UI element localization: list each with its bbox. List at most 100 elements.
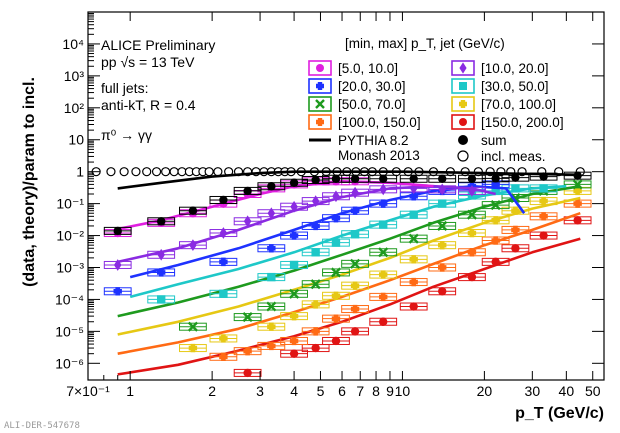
legend-swatch-box [451, 96, 475, 112]
data-point [350, 327, 360, 336]
legend-swatch-box [451, 60, 475, 76]
energy-label: pp √s = 13 TeV [101, 54, 195, 70]
data-point [289, 349, 299, 358]
y-tick-label: 1 [76, 164, 84, 180]
y-tick-label: 10⁻⁴ [55, 291, 84, 307]
legend-model-label-2: Monash 2013 [338, 148, 420, 163]
data-point [379, 174, 388, 183]
data-point [311, 327, 320, 336]
x-tick-label: 8 [372, 383, 380, 399]
x-tick-label: 50 [585, 383, 601, 399]
y-axis-title: (data, theory)/param to incl. [21, 77, 38, 287]
data-point [438, 183, 446, 196]
data-point [187, 321, 198, 332]
data-point [490, 200, 501, 211]
data-point [458, 135, 468, 145]
data-point [350, 258, 361, 269]
data-point [156, 217, 166, 226]
data-point [289, 336, 299, 346]
data-point [510, 192, 521, 204]
data-point [438, 199, 447, 208]
data-point [409, 255, 418, 264]
data-point [151, 167, 162, 177]
data-point [316, 118, 324, 127]
data-point [169, 167, 179, 177]
data-point [468, 185, 476, 197]
data-point [188, 206, 198, 215]
series-layer [91, 167, 592, 378]
legend-swatch-box [308, 96, 332, 112]
y-tick-label: 10³ [64, 68, 85, 84]
legend-label: sum [481, 133, 507, 148]
data-point [467, 248, 477, 257]
data-point [408, 233, 419, 244]
data-point [438, 174, 447, 183]
data-point [213, 167, 223, 177]
data-point [219, 352, 228, 361]
data-point [409, 210, 418, 219]
data-point [573, 199, 582, 208]
axes-layer: 7×10⁻¹ 1 2 3 4 5 6 7 8 9 10 20 30 40 5010⁻⁶10⁻⁵10⁻⁴10⁻… [55, 12, 604, 399]
data-point [379, 270, 388, 279]
legend-swatch-box [451, 114, 475, 130]
jets-label-2: anti-kT, R = 0.4 [101, 97, 196, 113]
series-7 [117, 216, 592, 378]
data-point [157, 248, 165, 261]
data-point [243, 368, 252, 378]
data-point [243, 186, 252, 196]
x-tick-label: 7 [356, 383, 364, 399]
x-tick-label: 20 [477, 383, 493, 399]
y-tick-label: 10⁻² [56, 228, 84, 244]
data-point [219, 257, 228, 267]
data-point [332, 190, 340, 203]
data-point [459, 82, 467, 90]
data-point [466, 209, 477, 220]
data-point [350, 281, 360, 290]
data-point [161, 167, 171, 177]
data-point [379, 183, 387, 196]
x-tick-label: 10 [395, 383, 411, 399]
data-point [106, 167, 116, 177]
series-8 [103, 170, 592, 236]
data-point [409, 302, 418, 311]
data-point [491, 186, 500, 196]
legend-label: incl. meas. [481, 149, 546, 164]
data-point [378, 247, 389, 258]
data-point [310, 279, 321, 290]
data-point [311, 221, 320, 231]
data-point [573, 216, 582, 225]
data-point [467, 228, 477, 238]
data-point [437, 220, 448, 231]
x-tick-label: 4 [290, 383, 298, 399]
data-point [290, 200, 298, 213]
data-point [350, 206, 360, 215]
data-point [311, 175, 320, 185]
data-point [409, 174, 418, 183]
data-point [539, 184, 548, 193]
data-point [438, 263, 447, 272]
data-point [379, 199, 388, 208]
data-point [266, 301, 277, 312]
data-point [156, 268, 166, 277]
data-point [316, 64, 324, 72]
data-point [113, 287, 122, 296]
data-point [409, 277, 418, 287]
legend-model-label-1: PYTHIA 8.2 [338, 133, 409, 148]
data-point [311, 300, 320, 309]
y-tick-label: 10⁻³ [56, 259, 84, 275]
series-2 [103, 180, 526, 296]
data-point [311, 248, 320, 257]
data-point [131, 167, 141, 177]
data-point [311, 343, 320, 353]
data-point [219, 289, 228, 299]
data-point [142, 167, 152, 177]
data-point [267, 207, 276, 220]
jets-label-1: full jets: [101, 80, 148, 96]
data-point [316, 82, 324, 91]
data-point [331, 238, 341, 247]
y-tick-label: 10⁻⁵ [55, 323, 84, 339]
legend-swatch-box [451, 78, 475, 94]
x-tick-label: 9 [386, 383, 394, 399]
legend-swatch-box [308, 114, 332, 130]
